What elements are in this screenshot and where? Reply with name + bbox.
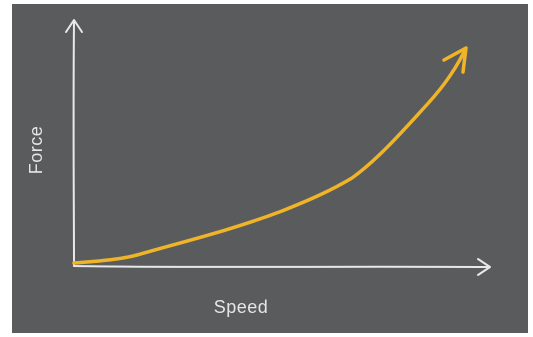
force-speed-curve bbox=[72, 50, 466, 265]
force-speed-diagram: Speed Force bbox=[12, 4, 528, 333]
x-axis-arrowhead-icon bbox=[477, 258, 491, 276]
y-axis-arrowhead-icon bbox=[65, 19, 83, 33]
diagram-background bbox=[12, 4, 528, 333]
curve-arrowhead-icon bbox=[442, 46, 468, 74]
y-axis-label: Force bbox=[26, 126, 46, 175]
x-axis-line bbox=[73, 265, 489, 268]
x-axis-label: Speed bbox=[214, 297, 269, 317]
